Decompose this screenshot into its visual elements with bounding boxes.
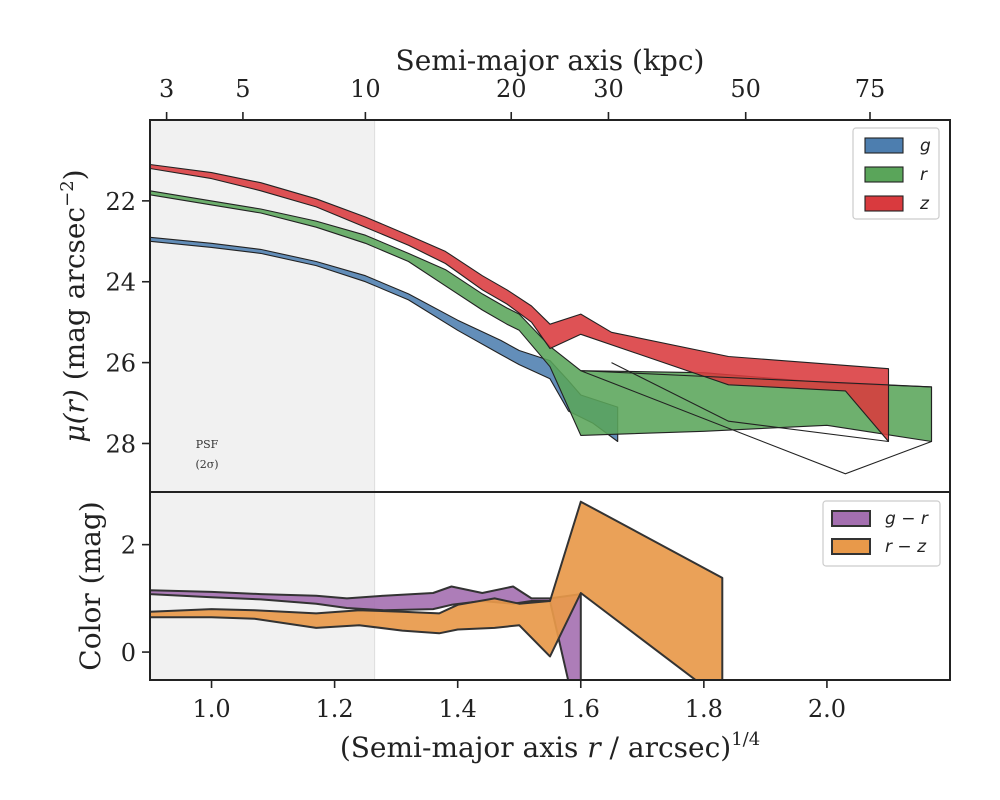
color-legend-label: g − r <box>885 509 929 529</box>
sb-panel: PSF (2σ) 22 24 26 28 3 5 10 20 30 50 75 grz <box>105 75 951 493</box>
y-tick-label: 26 <box>105 350 136 378</box>
outline-z_diag <box>611 362 889 443</box>
top-kpc-ticks: 3 5 10 20 30 50 75 <box>159 75 885 120</box>
x-tick-label: 1.6 <box>562 695 600 723</box>
x-axis-ticks: 1.0 1.2 1.4 1.6 1.8 2.0 <box>192 680 846 723</box>
color-legend-swatch <box>831 510 871 527</box>
top-tick-label: 5 <box>235 75 250 103</box>
color-legend-swatch <box>831 538 871 555</box>
color-axes-frame <box>149 491 951 681</box>
psf-label-line1: PSF <box>196 438 219 451</box>
legend-swatch-g <box>864 137 904 154</box>
x-tick-label: 2.0 <box>808 695 846 723</box>
x-tick-label: 1.4 <box>439 695 477 723</box>
color-y-tick-label: 0 <box>121 639 136 667</box>
x-tick-label: 1.8 <box>685 695 723 723</box>
color-y-ticks: 02 <box>121 532 150 667</box>
psf-label-line2: (2σ) <box>195 458 218 471</box>
color-legend: g − r r − z <box>822 500 941 567</box>
sb-y-axis-title-main: μ(r) <box>58 389 91 442</box>
sb-outline-group <box>580 362 933 475</box>
y-tick-label: 22 <box>105 188 136 216</box>
y-tick-label: 28 <box>105 430 136 458</box>
x-axis-title-rest: / arcsec) <box>601 731 732 764</box>
sb-y-axis-title-close: ) <box>58 169 91 180</box>
top-tick-label: 50 <box>730 75 761 103</box>
sb-y-axis-title-unit: (mag arcsec <box>58 207 91 389</box>
sb-y-ticks: 22 24 26 28 <box>105 188 150 458</box>
band-g-minus-r <box>150 585 582 680</box>
psf-shaded-region-bottom <box>150 492 375 680</box>
band-r-minus-z <box>150 500 724 680</box>
x-axis-title-exp: 1/4 <box>731 729 760 750</box>
x-axis-title-var: r <box>587 731 602 764</box>
top-tick-label: 75 <box>855 75 886 103</box>
band-g <box>150 236 619 443</box>
x-axis-title-main: (Semi-major axis <box>340 731 587 764</box>
top-tick-label: 3 <box>159 75 174 103</box>
color-y-tick-label: 2 <box>121 532 136 560</box>
top-tick-label: 30 <box>593 75 624 103</box>
legend-swatch-z <box>864 195 904 212</box>
color-series-group <box>150 500 724 680</box>
top-tick-label: 20 <box>496 75 527 103</box>
color-legend-label: r − z <box>885 537 927 557</box>
y-tick-label: 24 <box>105 269 136 297</box>
x-tick-label: 1.2 <box>316 695 354 723</box>
x-tick-label: 1.0 <box>192 695 230 723</box>
sb-legend: grz <box>852 127 940 220</box>
psf-shaded-region <box>150 120 375 492</box>
outline-r_tail <box>580 370 933 475</box>
sb-y-axis-title-exp: −2 <box>57 180 78 207</box>
x-axis-title: (Semi-major axis r / arcsec)1/4 <box>340 729 760 764</box>
color-y-axis-title: Color (mag) <box>74 501 107 670</box>
legend-label-r: r <box>920 165 928 185</box>
color-panel: 02 1.0 1.2 1.4 1.6 1.8 2.0 g − rr − z <box>121 491 951 723</box>
legend-label-g: g <box>920 136 931 156</box>
top-tick-label: 10 <box>350 75 381 103</box>
sb-y-axis-title: μ(r) (mag arcsec−2) <box>57 169 91 442</box>
legend-swatch-r <box>864 166 904 183</box>
top-axis-title: Semi-major axis (kpc) <box>396 44 705 77</box>
legend-label-z: z <box>919 194 930 214</box>
